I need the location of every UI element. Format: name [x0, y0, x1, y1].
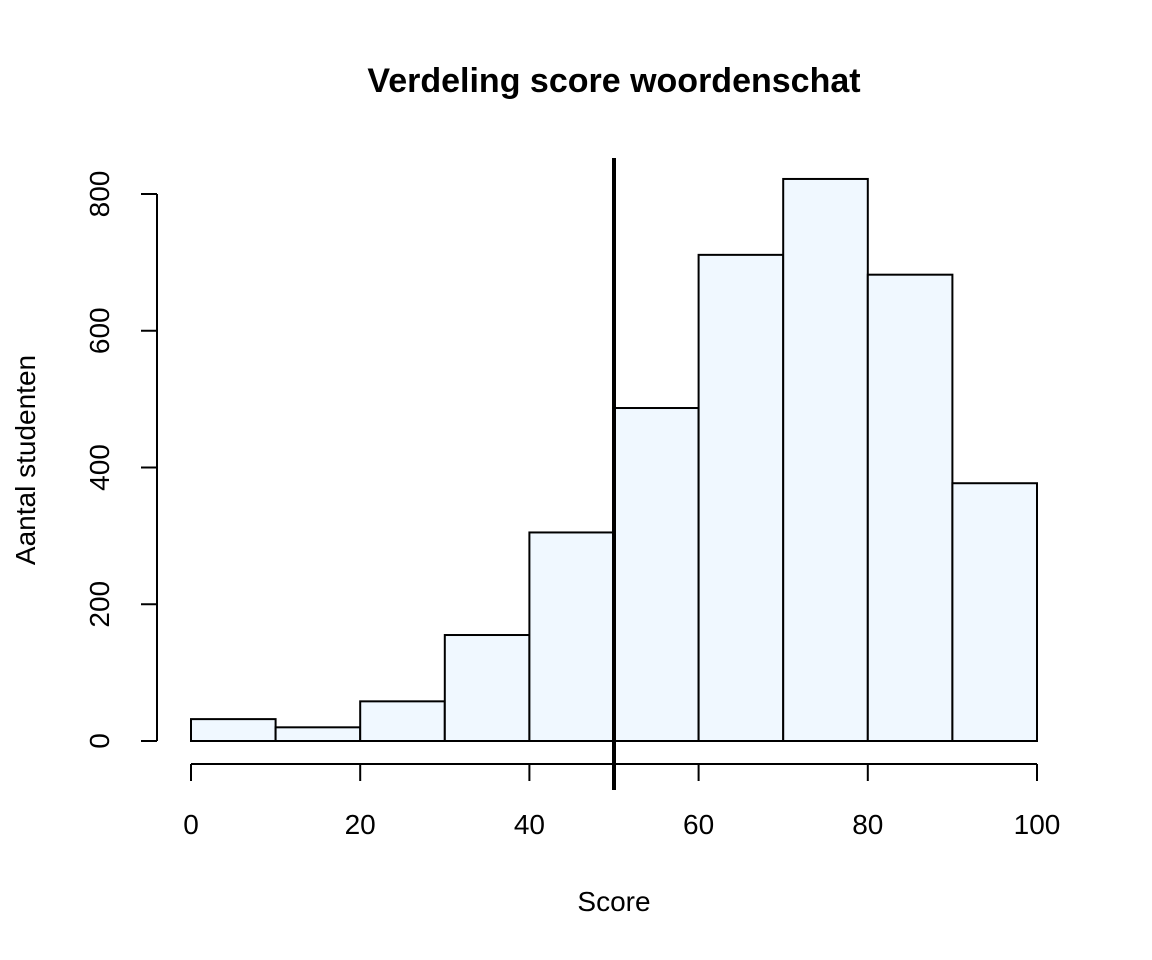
- x-tick-label-4: 80: [852, 809, 883, 840]
- x-tick-label-5: 100: [1014, 809, 1061, 840]
- histogram-bar-2: [359, 700, 446, 743]
- y-tick-label-4: 800: [84, 171, 115, 218]
- histogram-bar-3: [443, 634, 531, 742]
- x-tick-label-1: 20: [345, 809, 376, 840]
- y-tick-label-2: 400: [84, 444, 115, 491]
- x-tick-label-3: 60: [683, 809, 714, 840]
- y-axis-label: Aantal studenten: [10, 355, 41, 565]
- y-tick-label-0: 0: [84, 733, 115, 749]
- histogram-bar-0: [190, 718, 277, 742]
- histogram-bar-7: [782, 177, 869, 742]
- chart-title: Verdeling score woordenschat: [367, 62, 860, 100]
- y-tick-label-1: 200: [84, 581, 115, 628]
- x-axis-label: Score: [577, 886, 650, 917]
- y-axis: 0 200 400 600 800: [84, 171, 158, 749]
- histogram-bar-9: [951, 482, 1039, 742]
- histogram-bar-4: [528, 531, 616, 742]
- bars-group: [190, 177, 1039, 743]
- histogram-bar-1: [274, 726, 362, 743]
- histogram-bar-5: [613, 407, 700, 742]
- x-tick-label-2: 40: [514, 809, 545, 840]
- histogram-bar-6: [697, 253, 785, 742]
- x-tick-label-0: 0: [183, 809, 199, 840]
- histogram-bar-8: [866, 273, 954, 742]
- y-tick-label-3: 600: [84, 307, 115, 354]
- x-axis: 0 20 40 60 80 100: [183, 763, 1061, 840]
